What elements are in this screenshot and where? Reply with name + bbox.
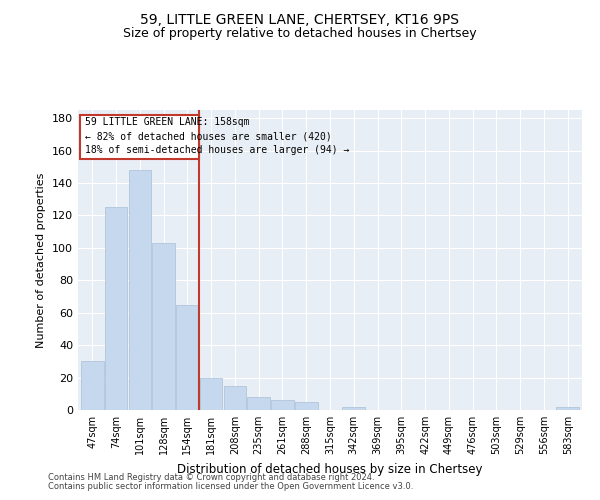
Text: Size of property relative to detached houses in Chertsey: Size of property relative to detached ho…	[123, 28, 477, 40]
Text: 59, LITTLE GREEN LANE, CHERTSEY, KT16 9PS: 59, LITTLE GREEN LANE, CHERTSEY, KT16 9P…	[140, 12, 460, 26]
Bar	[271, 400, 294, 410]
Bar	[80, 115, 199, 158]
Bar	[224, 386, 246, 410]
Bar	[556, 407, 579, 410]
Bar	[105, 208, 127, 410]
Bar	[200, 378, 223, 410]
Bar	[81, 362, 104, 410]
Text: Contains HM Land Registry data © Crown copyright and database right 2024.: Contains HM Land Registry data © Crown c…	[48, 474, 374, 482]
Bar	[295, 402, 317, 410]
Bar	[176, 304, 199, 410]
X-axis label: Distribution of detached houses by size in Chertsey: Distribution of detached houses by size …	[177, 462, 483, 475]
Bar	[247, 397, 270, 410]
Y-axis label: Number of detached properties: Number of detached properties	[37, 172, 46, 348]
Text: Contains public sector information licensed under the Open Government Licence v3: Contains public sector information licen…	[48, 482, 413, 491]
Text: 59 LITTLE GREEN LANE: 158sqm
← 82% of detached houses are smaller (420)
18% of s: 59 LITTLE GREEN LANE: 158sqm ← 82% of de…	[85, 118, 350, 156]
Bar	[152, 243, 175, 410]
Bar	[128, 170, 151, 410]
Bar	[343, 407, 365, 410]
